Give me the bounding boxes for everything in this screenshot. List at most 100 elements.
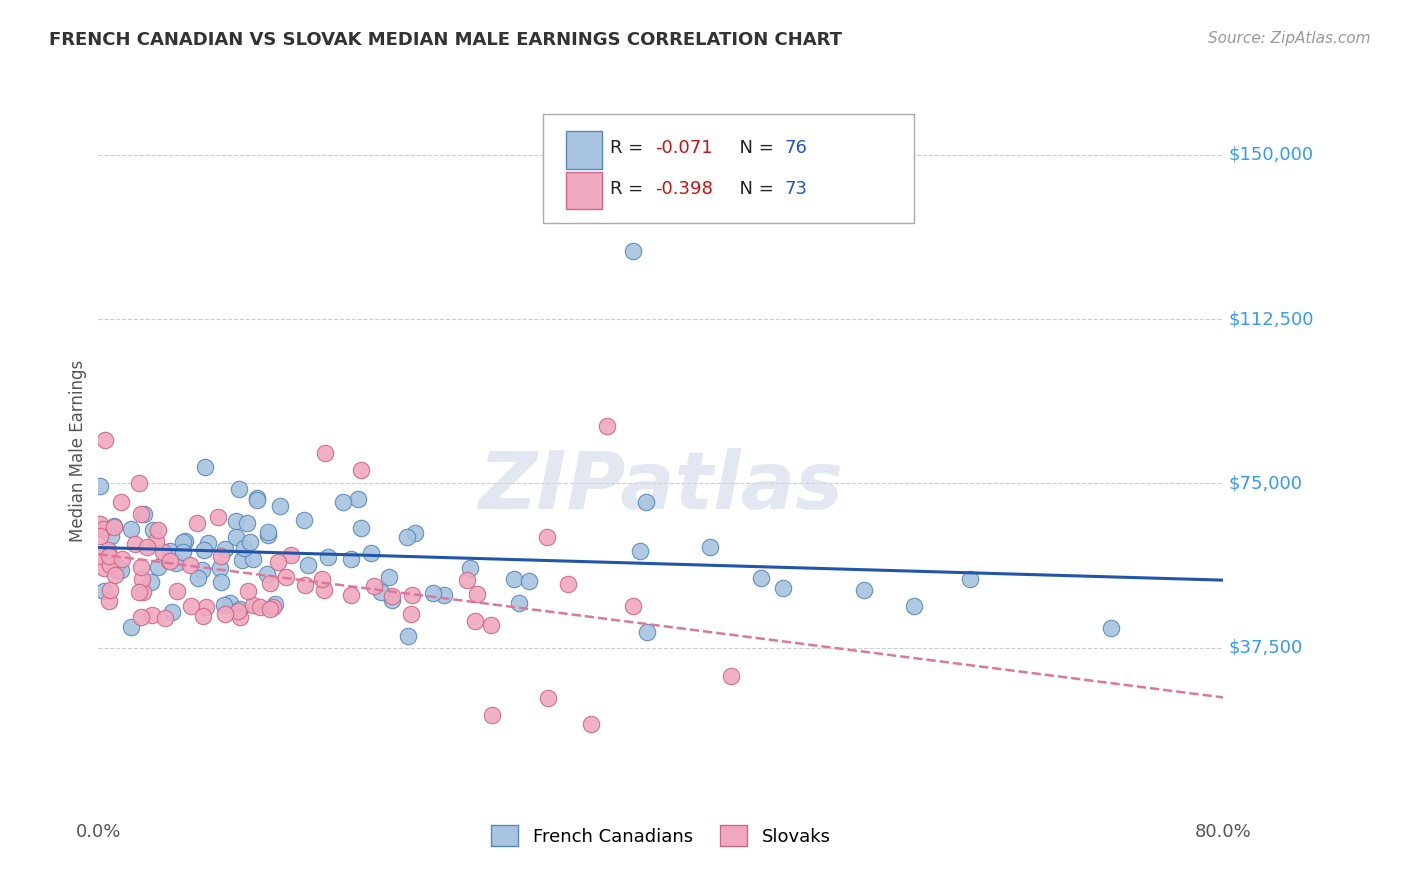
Point (104, 567, 127, 582)
Point (231, 552, 253, 566)
Text: -0.398: -0.398 (655, 180, 713, 198)
Point (120, 522, 142, 536)
Point (959, 572, 981, 586)
Point (193, 543, 215, 558)
FancyBboxPatch shape (543, 114, 914, 223)
Point (340, 551, 363, 566)
Point (399, 607, 422, 621)
Point (160, 606, 183, 620)
Legend: French Canadians, Slovaks: French Canadians, Slovaks (484, 818, 838, 854)
Point (191, 609, 214, 624)
Point (93, 561, 115, 575)
Point (370, 585, 392, 599)
Point (720, 669, 742, 683)
Point (132, 585, 155, 599)
Point (148, 560, 170, 574)
Point (903, 599, 925, 613)
Point (537, 690, 560, 705)
Point (557, 576, 579, 591)
Point (246, 491, 269, 505)
Point (128, 585, 150, 599)
Point (159, 544, 181, 558)
Point (94, 433, 117, 447)
Point (96, 543, 118, 558)
Point (229, 602, 252, 616)
Text: Source: ZipAtlas.com: Source: ZipAtlas.com (1208, 31, 1371, 46)
Point (172, 534, 194, 549)
Point (360, 546, 382, 560)
Point (91, 522, 114, 536)
Point (579, 717, 602, 731)
Point (129, 609, 152, 624)
Point (267, 555, 290, 569)
Point (172, 545, 194, 559)
Point (503, 572, 526, 586)
Point (103, 520, 125, 534)
Point (292, 513, 315, 527)
FancyBboxPatch shape (567, 131, 602, 169)
Point (377, 570, 399, 584)
Point (209, 549, 232, 563)
Point (191, 562, 214, 576)
Point (141, 607, 163, 622)
Point (146, 523, 169, 537)
Point (276, 569, 298, 583)
Point (129, 560, 152, 574)
Text: 76: 76 (785, 139, 807, 158)
Point (479, 617, 502, 632)
Point (465, 587, 488, 601)
Point (401, 588, 423, 602)
Point (165, 556, 187, 570)
Point (105, 563, 128, 577)
Point (180, 599, 202, 614)
Point (294, 578, 316, 592)
Point (131, 572, 153, 586)
Point (1099, 621, 1122, 635)
Point (104, 558, 127, 573)
Point (621, 244, 644, 259)
Point (280, 548, 302, 562)
Point (422, 586, 444, 600)
Y-axis label: Median Male Earnings: Median Male Earnings (69, 359, 87, 541)
Point (259, 576, 281, 591)
Point (219, 596, 242, 610)
Point (209, 574, 232, 589)
Point (269, 499, 291, 513)
Point (228, 482, 250, 496)
Point (256, 566, 278, 581)
Point (249, 599, 271, 614)
Point (381, 589, 404, 603)
Point (93, 584, 115, 599)
Point (242, 599, 264, 613)
Point (381, 593, 404, 607)
Point (209, 560, 232, 574)
Point (179, 558, 201, 573)
Point (433, 588, 456, 602)
Point (214, 607, 236, 621)
Text: $112,500: $112,500 (1229, 310, 1315, 328)
Point (173, 534, 195, 549)
Point (97, 594, 120, 608)
Text: R =: R = (610, 180, 650, 198)
Point (194, 460, 217, 475)
Point (340, 588, 363, 602)
Point (596, 419, 619, 434)
Point (98, 582, 121, 597)
Point (194, 600, 217, 615)
Point (314, 445, 336, 459)
Point (110, 563, 132, 577)
Point (363, 579, 385, 593)
Point (159, 554, 181, 568)
Point (404, 525, 426, 540)
Point (699, 540, 721, 554)
Point (297, 558, 319, 573)
Point (124, 537, 146, 551)
Point (256, 528, 278, 542)
Point (508, 596, 530, 610)
Point (238, 584, 260, 599)
Point (110, 495, 132, 509)
Text: $75,000: $75,000 (1229, 475, 1303, 492)
Point (145, 533, 167, 548)
Point (517, 574, 540, 589)
Point (853, 582, 876, 597)
